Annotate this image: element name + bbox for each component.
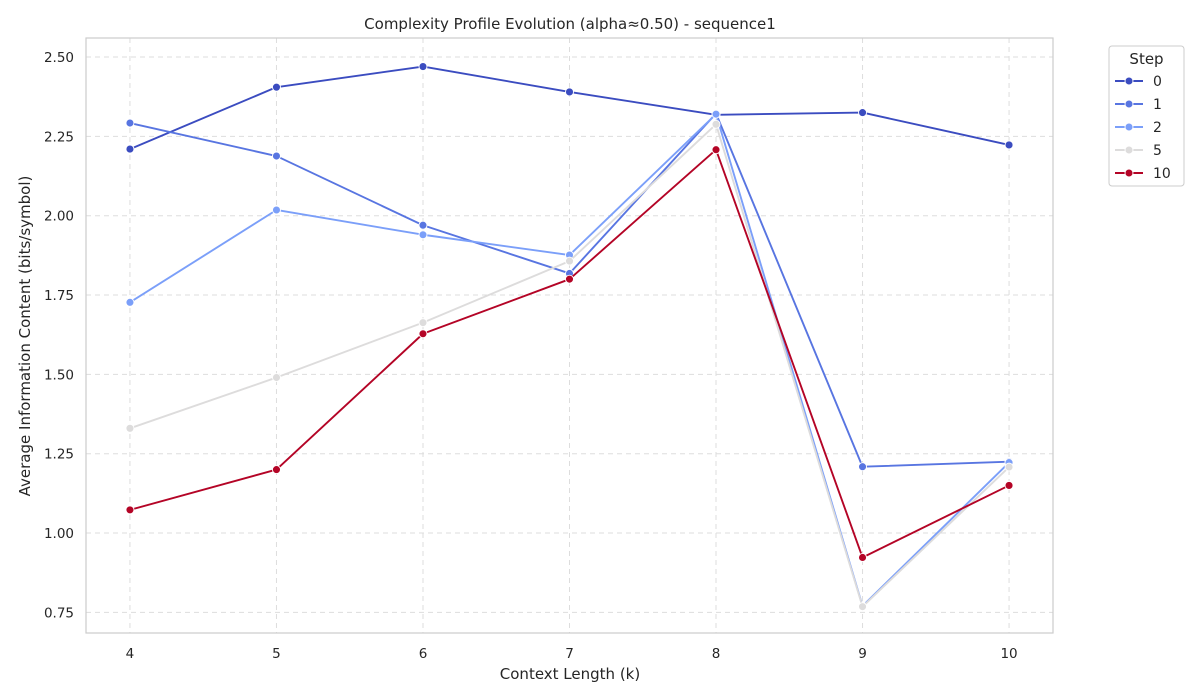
data-point: [125, 118, 135, 128]
legend-label: 5: [1153, 143, 1162, 159]
data-point: [711, 119, 721, 129]
y-tick-label: 2.00: [44, 209, 74, 225]
legend-item-0: 0: [1115, 74, 1162, 90]
data-point: [1004, 462, 1014, 472]
data-point: [272, 465, 281, 475]
legend-item-1: 1: [1115, 97, 1162, 113]
data-point: [272, 82, 281, 92]
y-tick-label: 2.25: [44, 129, 74, 145]
y-tick-label: 1.25: [44, 447, 74, 463]
x-tick-label: 10: [1000, 646, 1017, 662]
legend-marker: [1124, 145, 1134, 155]
x-tick-label: 5: [272, 646, 281, 662]
data-point: [711, 109, 721, 119]
y-tick-label: 1.50: [44, 367, 74, 383]
x-tick-label: 6: [419, 646, 428, 662]
ticks: 4 5 6 7 8 9 10 0.75 1.00 1.25 1.50 1.75 2.00 2.25 2.50: [44, 50, 1018, 662]
data-point: [565, 87, 574, 97]
y-tick-label: 1.75: [44, 288, 74, 304]
x-tick-label: 7: [565, 646, 574, 662]
data-point: [858, 108, 867, 118]
chart-title: Complexity Profile Evolution (alpha≈0.50…: [364, 15, 776, 33]
data-point: [418, 230, 428, 240]
legend-item-10: 10: [1115, 166, 1171, 182]
y-tick-label: 2.50: [44, 50, 74, 66]
data-point: [565, 274, 574, 284]
grid: [86, 38, 1053, 633]
y-tick-label: 1.00: [44, 526, 74, 542]
data-point: [711, 145, 721, 155]
plot-frame: [85, 37, 1054, 634]
data-point: [125, 297, 135, 307]
series-10: [125, 145, 1014, 562]
data-point: [125, 144, 135, 154]
data-point: [272, 151, 281, 161]
legend-label: 10: [1153, 166, 1171, 182]
legend-marker: [1124, 122, 1134, 132]
y-tick-label: 0.75: [44, 605, 74, 621]
x-tick-label: 4: [126, 646, 135, 662]
legend-label: 1: [1153, 97, 1162, 113]
data-point: [272, 373, 281, 382]
series-group: [125, 62, 1014, 612]
data-point: [858, 602, 867, 612]
legend-item-5: 5: [1115, 143, 1162, 159]
data-point: [418, 318, 428, 328]
data-point: [272, 205, 281, 215]
legend-title: Step: [1129, 50, 1163, 68]
y-axis-label: Average Information Content (bits/symbol…: [16, 176, 34, 497]
data-point: [1004, 140, 1014, 150]
x-tick-label: 8: [712, 646, 721, 662]
data-point: [418, 329, 428, 339]
legend-marker: [1124, 76, 1134, 86]
legend-marker: [1124, 168, 1134, 178]
legend-item-2: 2: [1115, 120, 1162, 136]
series-5: [125, 119, 1014, 612]
data-point: [125, 505, 135, 515]
data-point: [858, 553, 867, 562]
data-point: [125, 423, 135, 433]
data-point: [418, 62, 428, 72]
legend-marker: [1124, 99, 1134, 109]
data-point: [565, 256, 574, 266]
data-point: [1004, 480, 1014, 490]
legend-label: 0: [1153, 74, 1162, 90]
legend: Step 0 1 2 5 10: [1108, 45, 1185, 187]
legend-label: 2: [1153, 120, 1162, 136]
data-point: [418, 220, 428, 230]
x-axis-label: Context Length (k): [500, 665, 640, 683]
x-tick-label: 9: [858, 646, 867, 662]
data-point: [858, 462, 867, 472]
